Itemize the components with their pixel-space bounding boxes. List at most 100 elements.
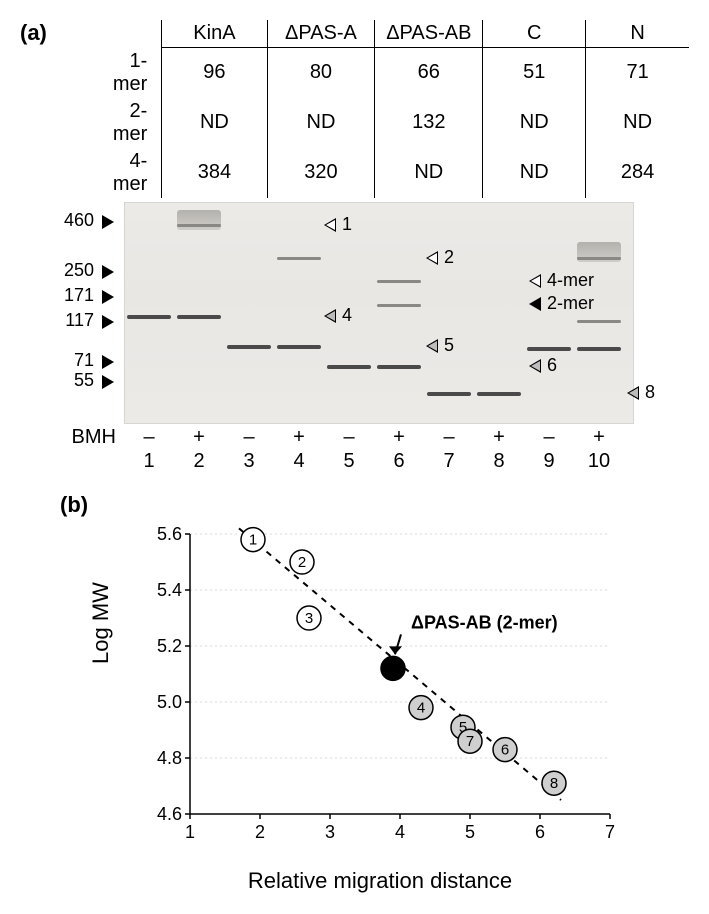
col-header: N [586,20,689,48]
lane-number: 10 [574,450,624,473]
gel-band [527,347,571,351]
panel-b-label: (b) [60,492,689,518]
annotation-arrow-icon [426,251,438,265]
point-label: 8 [550,775,558,792]
gel-annotation: 4-mer [529,270,594,291]
marker-arrow-icon [102,353,114,374]
table-cell: ND [162,98,267,148]
table-row: 4-mer384320NDND284 [107,148,689,198]
lane-number: 5 [324,450,374,473]
highlight-point [381,656,405,680]
annotation-arrow-icon [529,297,541,311]
bmh-value: – [324,426,374,449]
annotation-text: 1 [342,214,352,234]
lane-number: 9 [524,450,574,473]
mw-marker: 71 [40,350,94,371]
lane-number: 3 [224,450,274,473]
annotation-arrow-icon [324,218,336,232]
table-cell: 132 [375,98,483,148]
y-tick-label: 4.8 [157,748,182,768]
table-cell: ND [483,148,586,198]
annotation-text: 4 [342,305,352,325]
x-tick-label: 7 [605,822,615,842]
bmh-value: + [374,426,424,449]
callout-arrow-head-icon [389,646,402,654]
annotation-arrow-icon [529,359,541,373]
bmh-value: + [174,426,224,449]
lane-number: 6 [374,450,424,473]
x-axis-label: Relative migration distance [140,868,620,894]
x-tick-label: 2 [255,822,265,842]
table-cell: ND [483,98,586,148]
x-tick-label: 1 [185,822,195,842]
y-axis-label: Log MW [88,582,114,664]
gel-band [127,315,171,319]
col-header: KinA [162,20,267,48]
point-label: 1 [249,531,257,548]
gel-band [177,210,221,230]
gel-area: 4602501711177155124-mer2-mer456837BMH–+–… [40,202,660,462]
chart-svg: 4.64.85.05.25.45.61234567ΔPAS-AB (2-mer)… [140,524,620,854]
mw-marker: 171 [40,285,94,306]
annotation-arrow-icon [627,386,639,400]
y-tick-label: 5.6 [157,524,182,544]
bmh-row: BMH–+–+–+–+–+ [56,426,624,449]
gel-annotation: 8 [627,382,655,403]
annotation-text: 6 [547,355,557,375]
mw-marker: 55 [40,370,94,391]
table-cell: 51 [483,48,586,98]
gel-annotation: 4 [324,305,352,326]
col-header: ΔPAS-AB [375,20,483,48]
mw-table: KinAΔPAS-AΔPAS-ABCN 1-mer96806651712-mer… [107,20,689,198]
callout-text: ΔPAS-AB (2-mer) [411,612,558,632]
gel-band [277,257,321,260]
annotation-text: 2-mer [547,293,594,313]
gel-band [477,392,521,396]
gel-annotation: 2-mer [529,293,594,314]
table-cell: 284 [586,148,689,198]
annotation-arrow-icon [426,339,438,353]
bmh-value: – [524,426,574,449]
gel-annotation: 6 [529,355,557,376]
bmh-value: + [574,426,624,449]
gel-annotation: 5 [426,335,454,356]
annotation-arrow-icon [529,274,541,288]
point-label: 7 [466,733,474,750]
gel-band [427,392,471,396]
gel-band [377,304,421,307]
x-tick-label: 4 [395,822,405,842]
gel-band [327,365,371,369]
lane-number: 2 [174,450,224,473]
gel-band [577,347,621,351]
table-cell: 80 [267,48,375,98]
table-cell: 71 [586,48,689,98]
point-label: 4 [417,699,425,716]
lane-number: 7 [424,450,474,473]
x-tick-label: 6 [535,822,545,842]
point-label: 6 [501,741,509,758]
table-row: 2-merNDND132NDND [107,98,689,148]
mw-marker: 117 [40,310,94,331]
point-label: 3 [305,610,313,627]
table-cell: 320 [267,148,375,198]
y-tick-label: 5.2 [157,636,182,656]
bmh-value: – [224,426,274,449]
table-row: 1-mer9680665171 [107,48,689,98]
panel-a-label: (a) [20,20,47,46]
panel-b: (b) 4.64.85.05.25.45.61234567ΔPAS-AB (2-… [60,492,689,894]
table-cell: ND [267,98,375,148]
row-header: 4-mer [107,148,162,198]
table-cell: 96 [162,48,267,98]
marker-arrow-icon [102,373,114,394]
table-cell: 66 [375,48,483,98]
marker-arrow-icon [102,288,114,309]
row-header: 1-mer [107,48,162,98]
bmh-value: – [424,426,474,449]
col-header: ΔPAS-A [267,20,375,48]
y-tick-label: 4.6 [157,804,182,824]
annotation-text: 5 [444,335,454,355]
x-tick-label: 5 [465,822,475,842]
panel-a: (a) KinAΔPAS-AΔPAS-ABCN 1-mer96806651712… [20,20,689,462]
gel-annotation: 2 [426,247,454,268]
y-tick-label: 5.4 [157,580,182,600]
